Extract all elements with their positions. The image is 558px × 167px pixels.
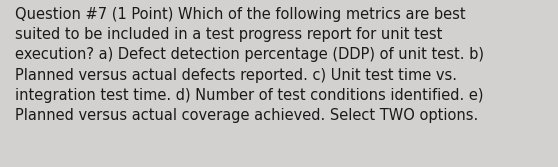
Text: Question #7 (1 Point) Which of the following metrics are best
suited to be inclu: Question #7 (1 Point) Which of the follo… — [16, 7, 484, 123]
